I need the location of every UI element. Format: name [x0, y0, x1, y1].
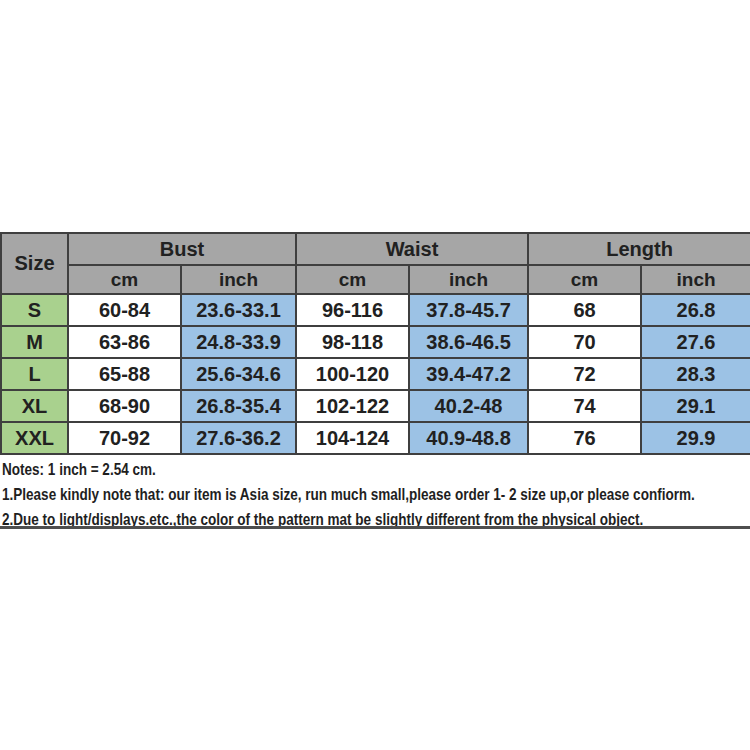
cell-length-cm: 74 [528, 390, 641, 422]
length-inch-header: inch [641, 265, 750, 294]
cell-waist-cm: 98-118 [296, 326, 409, 358]
cell-length-inch: 28.3 [641, 358, 750, 390]
size-chart-image: Size Bust Waist Length cm inch cm inch c… [0, 0, 750, 750]
table-row-xl: XL 68-90 26.8-35.4 102-122 40.2-48 74 29… [1, 390, 750, 422]
cell-bust-cm: 60-84 [68, 294, 181, 326]
size-label-cell: M [1, 326, 68, 358]
table-row-l: L 65-88 25.6-34.6 100-120 39.4-47.2 72 2… [1, 358, 750, 390]
cell-length-inch: 29.1 [641, 390, 750, 422]
cell-length-cm: 76 [528, 422, 641, 454]
cell-waist-inch: 39.4-47.2 [409, 358, 528, 390]
size-chart-table: Size Bust Waist Length cm inch cm inch c… [0, 232, 750, 455]
bottom-divider [0, 526, 750, 529]
cell-waist-inch: 40.2-48 [409, 390, 528, 422]
note-size-advice: 1.Please kindly note that: our item is A… [2, 482, 695, 507]
cell-length-inch: 27.6 [641, 326, 750, 358]
cell-waist-inch: 37.8-45.7 [409, 294, 528, 326]
length-group-header: Length [528, 233, 750, 265]
cell-bust-inch: 26.8-35.4 [181, 390, 296, 422]
cell-waist-inch: 38.6-46.5 [409, 326, 528, 358]
table-row-xxl: XXL 70-92 27.6-36.2 104-124 40.9-48.8 76… [1, 422, 750, 454]
waist-group-header: Waist [296, 233, 528, 265]
cell-bust-cm: 68-90 [68, 390, 181, 422]
cell-length-cm: 72 [528, 358, 641, 390]
cell-waist-inch: 40.9-48.8 [409, 422, 528, 454]
notes-block: Notes: 1 inch = 2.54 cm. 1.Please kindly… [2, 457, 750, 532]
waist-cm-header: cm [296, 265, 409, 294]
group-header-row: Size Bust Waist Length [1, 233, 750, 265]
size-label-cell: S [1, 294, 68, 326]
bust-group-header: Bust [68, 233, 296, 265]
cell-bust-inch: 25.6-34.6 [181, 358, 296, 390]
table-row-m: M 63-86 24.8-33.9 98-118 38.6-46.5 70 27… [1, 326, 750, 358]
cell-bust-cm: 63-86 [68, 326, 181, 358]
size-label-cell: XL [1, 390, 68, 422]
cell-bust-inch: 24.8-33.9 [181, 326, 296, 358]
size-label-cell: L [1, 358, 68, 390]
cell-waist-cm: 104-124 [296, 422, 409, 454]
cell-bust-cm: 70-92 [68, 422, 181, 454]
cell-bust-cm: 65-88 [68, 358, 181, 390]
cell-waist-cm: 96-116 [296, 294, 409, 326]
table-row-s: S 60-84 23.6-33.1 96-116 37.8-45.7 68 26… [1, 294, 750, 326]
cell-bust-inch: 27.6-36.2 [181, 422, 296, 454]
bust-inch-header: inch [181, 265, 296, 294]
note-conversion: Notes: 1 inch = 2.54 cm. [2, 457, 695, 482]
size-label-cell: XXL [1, 422, 68, 454]
cell-waist-cm: 102-122 [296, 390, 409, 422]
cell-bust-inch: 23.6-33.1 [181, 294, 296, 326]
size-column-header: Size [1, 233, 68, 294]
length-cm-header: cm [528, 265, 641, 294]
unit-header-row: cm inch cm inch cm inch [1, 265, 750, 294]
cell-length-inch: 26.8 [641, 294, 750, 326]
cell-length-cm: 68 [528, 294, 641, 326]
waist-inch-header: inch [409, 265, 528, 294]
cell-length-cm: 70 [528, 326, 641, 358]
bust-cm-header: cm [68, 265, 181, 294]
cell-length-inch: 29.9 [641, 422, 750, 454]
cell-waist-cm: 100-120 [296, 358, 409, 390]
